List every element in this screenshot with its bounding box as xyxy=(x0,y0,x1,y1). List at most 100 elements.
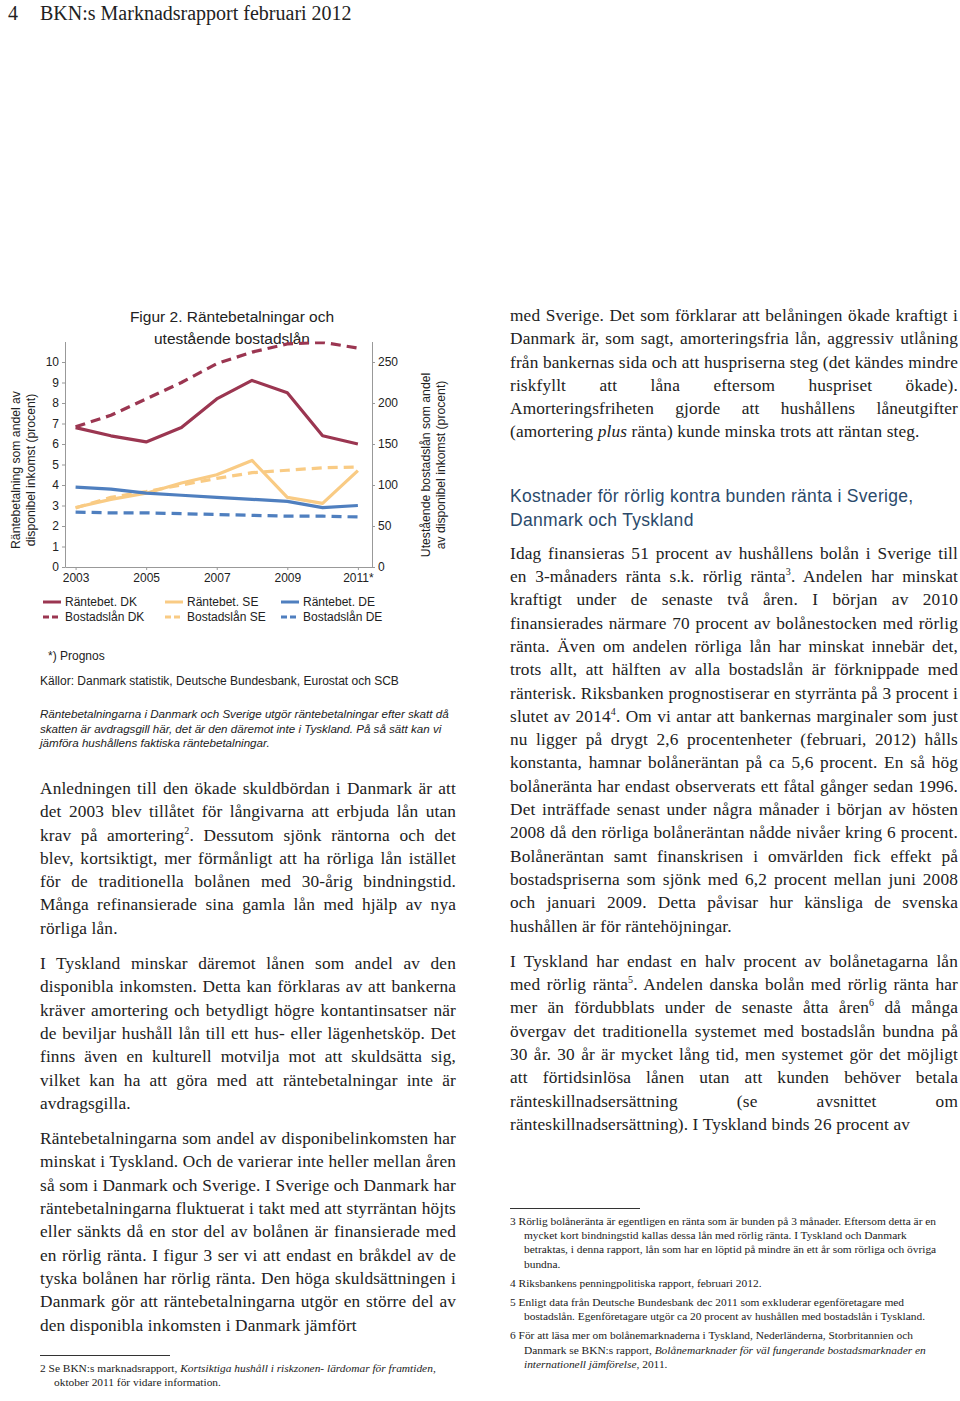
x-axis: 20032005200720092011* xyxy=(63,567,374,585)
tick-mark xyxy=(372,444,375,445)
tick-label: 2005 xyxy=(133,571,160,585)
legend-label: Bostadslån DE xyxy=(303,610,382,624)
series-line xyxy=(76,380,358,444)
tick-mark xyxy=(62,567,65,568)
tick-label: 2 xyxy=(52,519,59,533)
footnote-ref: 6 xyxy=(869,998,874,1009)
paragraph: 3 Rörlig bolåneränta är egentligen en rä… xyxy=(510,1214,950,1271)
tick-mark xyxy=(62,485,65,486)
tick: 2011* xyxy=(343,567,374,585)
source: Källor: Danmark statistik, Deutsche Bund… xyxy=(40,674,399,688)
tick-label: 250 xyxy=(378,355,398,369)
legend-label: Bostadslån SE xyxy=(187,610,266,624)
y2-axis-title: av disponibel inkomst (procent) xyxy=(434,381,448,550)
tick-label: 100 xyxy=(378,478,398,492)
y-axis: 012345678910 xyxy=(46,342,66,574)
tick-label: 2003 xyxy=(63,571,90,585)
tick-mark xyxy=(372,362,375,363)
forecast-note: *) Prognos xyxy=(48,649,105,663)
text-run: Räntebetalningarna som andel av disponib… xyxy=(40,1129,456,1334)
section-heading: Kostnader för rörlig kontra bunden ränta… xyxy=(510,484,958,532)
tick: 200 xyxy=(372,396,398,410)
tick: 6 xyxy=(52,437,65,451)
legend-label: Räntebet. SE xyxy=(187,595,258,609)
axis-line xyxy=(66,567,373,568)
series-line xyxy=(76,487,358,508)
tick-mark xyxy=(62,526,65,527)
axis-line xyxy=(65,342,66,568)
tick-label: 3 xyxy=(52,499,59,513)
figure-caption: Räntebetalningarna i Danmark och Sverige… xyxy=(40,707,458,751)
left-footnotes: 2 Se BKN:s marknadsrapport, Kortsiktiga … xyxy=(40,1355,456,1394)
legend-label: Räntebet. DE xyxy=(303,595,375,609)
legend-label: Räntebet. DK xyxy=(65,595,137,609)
tick-mark xyxy=(372,526,375,527)
tick: 2 xyxy=(52,519,65,533)
axis-line xyxy=(372,342,373,568)
text-run: I Tyskland minskar däremot lånen som and… xyxy=(40,954,456,1113)
report-title: BKN:s Marknadsrapport februari 2012 xyxy=(40,2,352,25)
footnote-rule xyxy=(510,1208,640,1209)
text-run: då många övergav det traditionella syste… xyxy=(510,998,958,1133)
tick-label: 200 xyxy=(378,396,398,410)
tick-label: 50 xyxy=(378,519,392,533)
paragraph: Idag finansieras 51 procent av hushållen… xyxy=(510,542,958,938)
tick: 2005 xyxy=(133,567,160,585)
footnote-ref: 3 xyxy=(786,566,791,577)
series-line xyxy=(76,342,358,426)
tick: 9 xyxy=(52,376,65,390)
tick: 4 xyxy=(52,478,65,492)
tick-mark xyxy=(372,485,375,486)
chart-title: Figur 2. Räntebetalningar ochutestående … xyxy=(130,308,334,347)
legend: Räntebet. DKBostadslån DKRäntebet. SEBos… xyxy=(43,595,382,624)
paragraph: I Tyskland har endast en halv procent av… xyxy=(510,950,958,1136)
text-run: 4 Riksbankens penningpolitiska rapport, … xyxy=(510,1277,762,1289)
tick-label: 9 xyxy=(52,376,59,390)
tick-label: 4 xyxy=(52,478,59,492)
tick: 150 xyxy=(372,437,398,451)
tick: 0 xyxy=(372,560,385,574)
tick-mark xyxy=(62,465,65,466)
tick-label: 0 xyxy=(378,560,385,574)
footnote-ref: 4 xyxy=(611,706,616,717)
tick-label: 2011* xyxy=(343,571,374,585)
legend-swatch xyxy=(281,616,299,619)
footnote-rule xyxy=(40,1355,170,1356)
tick: 1 xyxy=(52,540,65,554)
tick-label: 10 xyxy=(46,355,60,369)
y2-axis: 0 50 100 150 200 250 xyxy=(372,342,398,574)
emphasis: Kortsiktiga hushåll i riskzonen- lärdoma… xyxy=(180,1362,433,1374)
left-column: Anledningen till den ökade skuldbördan i… xyxy=(40,777,456,1349)
tick-label: 6 xyxy=(52,437,59,451)
paragraph: I Tyskland minskar däremot lånen som and… xyxy=(40,952,456,1115)
emphasis: plus xyxy=(598,422,627,441)
legend-swatch xyxy=(165,601,183,604)
tick-mark xyxy=(62,383,65,384)
tick: 0 xyxy=(52,560,65,574)
tick-mark xyxy=(62,506,65,507)
tick: 250 xyxy=(372,355,398,369)
tick-label: 8 xyxy=(52,396,59,410)
tick: 100 xyxy=(372,478,398,492)
tick-mark xyxy=(62,424,65,425)
paragraph: 6 För att läsa mer om bolånemarknaderna … xyxy=(510,1328,950,1371)
paragraph: Räntebetalningarna som andel av disponib… xyxy=(40,1127,456,1337)
paragraph: Anledningen till den ökade skuldbördan i… xyxy=(40,777,456,940)
tick: 2003 xyxy=(63,567,90,585)
legend-label: Bostadslån DK xyxy=(65,610,144,624)
text-run: med Sverige. Det som förklarar att belån… xyxy=(510,306,958,441)
text-run: . Om vi antar att bankernas marginaler s… xyxy=(510,707,958,936)
page-number: 4 xyxy=(8,2,18,25)
tick-mark xyxy=(372,567,375,568)
tick-mark xyxy=(62,362,65,363)
series-line xyxy=(76,467,358,508)
text-run: 5 Enligt data från Deutsche Bundesbank d… xyxy=(510,1296,925,1322)
series-line xyxy=(76,460,358,507)
text-run: , 2011. xyxy=(637,1358,668,1370)
tick: 10 xyxy=(46,355,65,369)
tick-label: 1 xyxy=(52,540,59,554)
tick: 5 xyxy=(52,458,65,472)
paragraph: 5 Enligt data från Deutsche Bundesbank d… xyxy=(510,1295,950,1323)
plot-area xyxy=(76,342,358,517)
y-axis-title: disponibel inkomst (procent) xyxy=(24,394,38,546)
